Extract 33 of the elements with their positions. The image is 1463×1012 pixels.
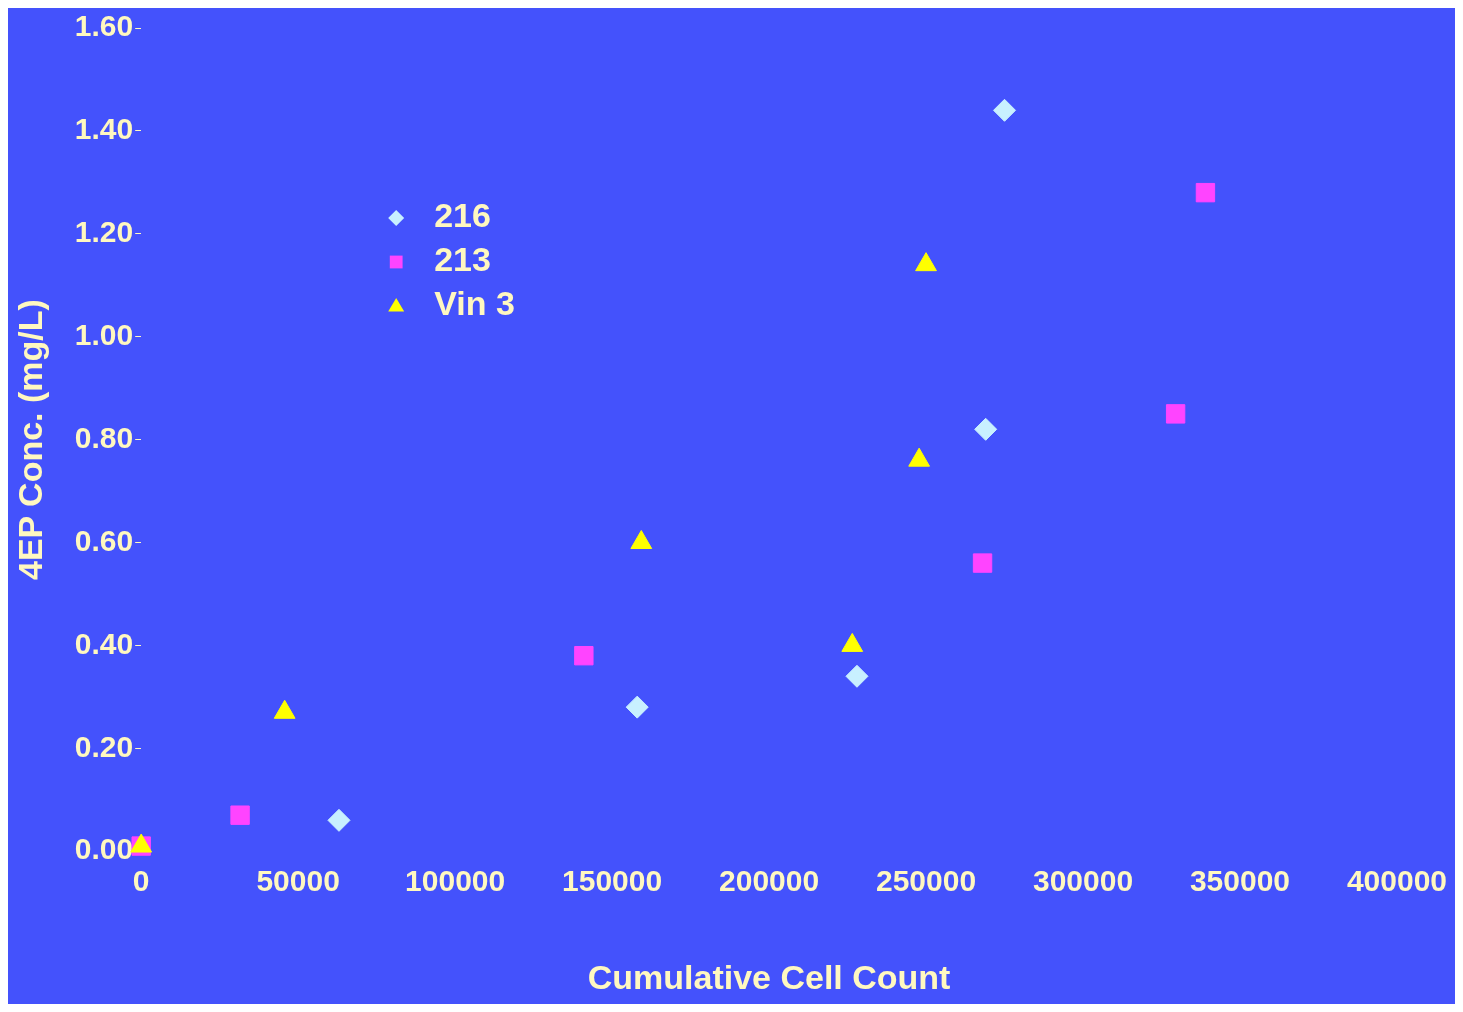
y-tick-label: 0.80 (74, 420, 134, 454)
point (972, 553, 993, 573)
x-tick-label: 200000 (719, 864, 820, 898)
point (625, 695, 649, 719)
y-tick-label: 0.60 (74, 523, 134, 557)
x-tick-label: 300000 (1032, 864, 1134, 898)
x-tick-label: 150000 (562, 864, 663, 898)
x-tick-label: 250000 (875, 864, 977, 898)
point (845, 664, 869, 688)
y-tick-label: 0.40 (74, 626, 134, 660)
point (1165, 404, 1186, 424)
y-tick-label: 0.20 (74, 729, 134, 763)
point (1195, 182, 1216, 203)
y-tick-label: 0.00 (74, 832, 134, 866)
point (574, 646, 594, 666)
y-tick-label: 1.00 (74, 317, 134, 351)
y-tick-label: 1.40 (74, 112, 134, 146)
y-tick-label: 1.60 (74, 9, 134, 43)
x-tick-label: 400000 (1346, 864, 1447, 898)
point (993, 98, 1017, 122)
x-axis-title: Cumulative Cell Count (587, 957, 951, 996)
legend-label: Vin 3 (434, 284, 515, 323)
x-tick-label: 100000 (405, 864, 506, 898)
point (974, 417, 998, 441)
y-tick-label: 1.20 (74, 215, 134, 249)
point (230, 805, 250, 825)
x-tick-label: 50000 (256, 864, 340, 898)
legend-label: 216 (434, 196, 491, 235)
y-axis-title: 4EP Conc. (mg/L) (10, 299, 49, 581)
x-tick-label: 350000 (1189, 864, 1291, 898)
point (327, 808, 351, 832)
x-tick-label: 0 (132, 864, 150, 898)
legend-label: 213 (434, 240, 491, 279)
